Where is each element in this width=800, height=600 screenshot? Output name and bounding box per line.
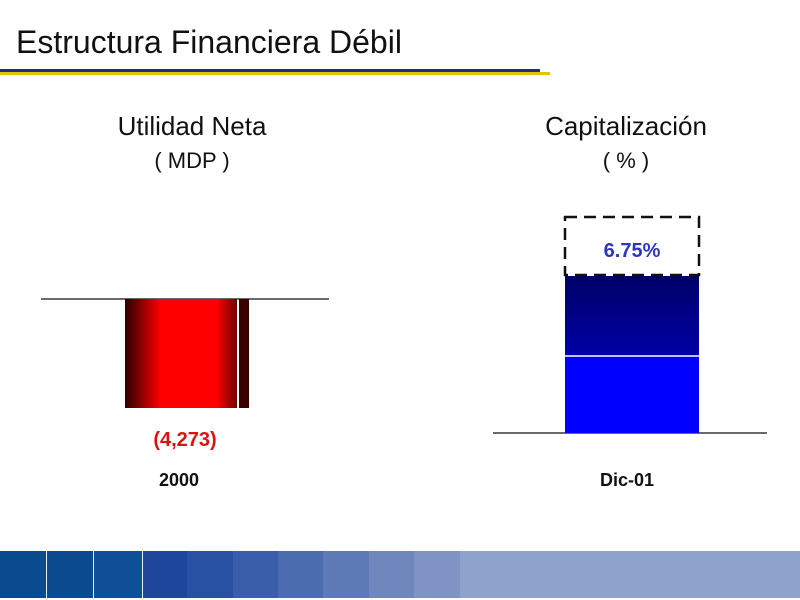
footer-color-stripe bbox=[0, 551, 800, 598]
title-underline-blue bbox=[0, 69, 540, 72]
footer-stripe-block bbox=[460, 551, 800, 598]
net-income-data-label: (4,273) bbox=[153, 429, 216, 451]
footer-stripe-block bbox=[0, 551, 47, 598]
capitalization-bar-upper-segment bbox=[565, 276, 699, 356]
net-income-category-label: 2000 bbox=[159, 470, 199, 490]
net-income-chart-title: Utilidad Neta bbox=[117, 111, 267, 141]
footer-stripe-block bbox=[94, 551, 143, 598]
capitalization-data-label: 6.75% bbox=[604, 240, 661, 262]
capitalization-chart-title: Capitalización bbox=[545, 111, 707, 141]
footer-stripe-block bbox=[278, 551, 323, 598]
net-income-chart-subtitle: ( MDP ) bbox=[154, 148, 230, 173]
title-underline-gold bbox=[0, 72, 550, 75]
footer-stripe-block bbox=[143, 551, 187, 598]
footer-stripe-block bbox=[233, 551, 278, 598]
slide-title: Estructura Financiera Débil bbox=[16, 24, 402, 60]
capitalization-chart-subtitle: ( % ) bbox=[602, 148, 650, 173]
net-income-bar bbox=[125, 299, 237, 408]
footer-stripe-block bbox=[47, 551, 94, 598]
footer-stripe-block bbox=[187, 551, 233, 598]
footer-stripe-block bbox=[369, 551, 414, 598]
capitalization-bar-lower-segment bbox=[565, 356, 699, 433]
capitalization-target-box bbox=[563, 215, 701, 277]
footer-stripe-block bbox=[414, 551, 460, 598]
capitalization-category-label: Dic-01 bbox=[600, 470, 654, 490]
net-income-bar-shadow bbox=[239, 299, 249, 408]
footer-stripe-block bbox=[323, 551, 369, 598]
